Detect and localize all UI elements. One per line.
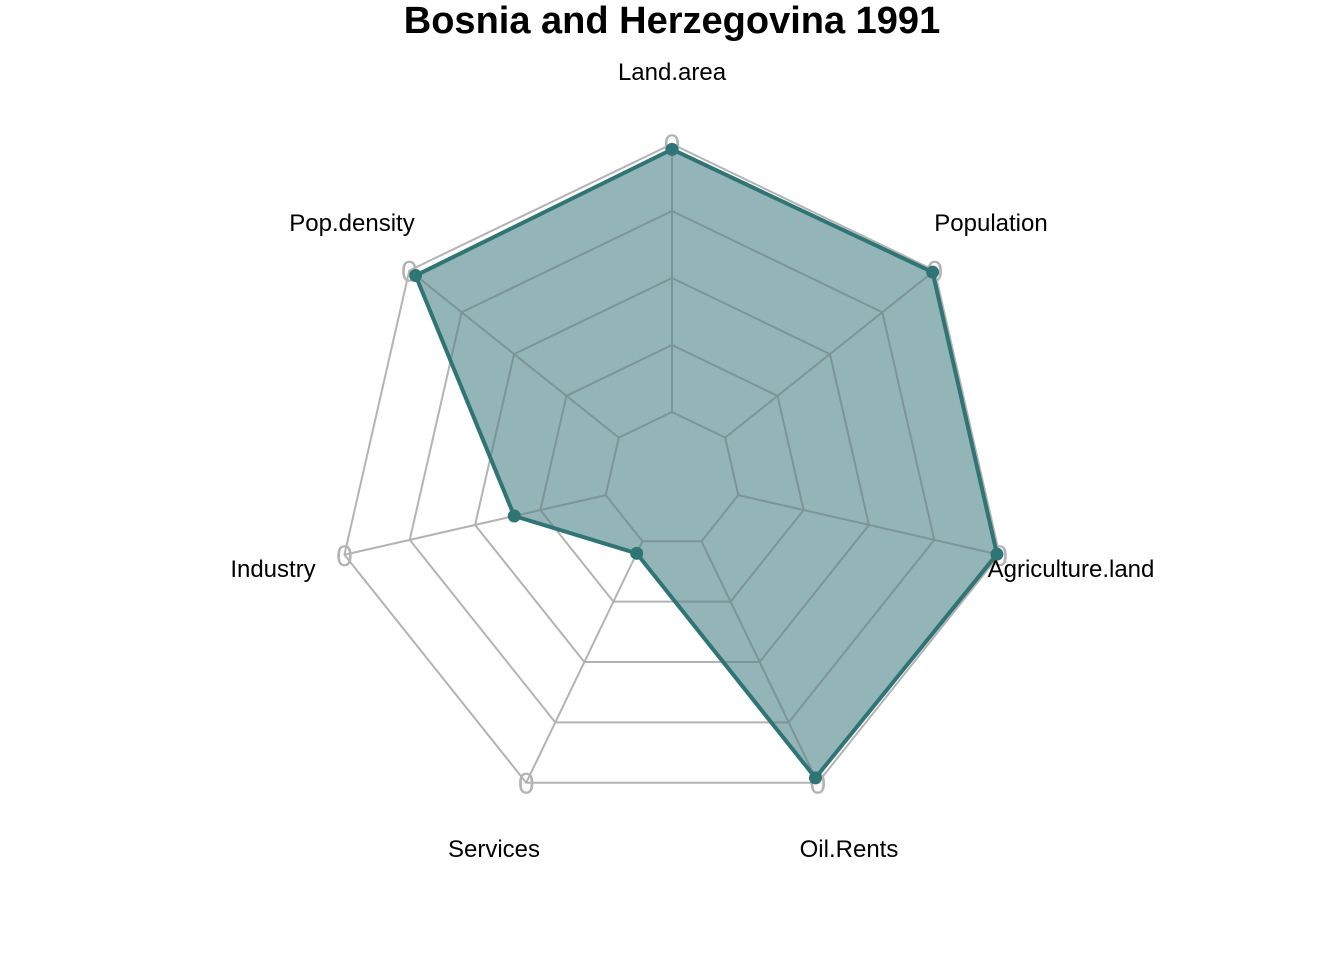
series-layer	[409, 142, 1004, 785]
axis-label-population: Population	[934, 210, 1047, 237]
grid-ring-overlay	[604, 410, 740, 543]
data-point-population	[926, 265, 940, 279]
axis-label-land-area: Land.area	[618, 59, 727, 86]
axis-label-agriculture-land: Agriculture.land	[988, 556, 1155, 583]
axis-spoke-overlay	[700, 540, 819, 778]
grid-ring	[343, 142, 1001, 784]
data-point-services	[630, 546, 644, 560]
series-line	[413, 147, 999, 780]
axis-end-marker: 0	[518, 768, 535, 801]
data-point-pop-density	[409, 269, 423, 283]
data-point-oil-rents	[808, 771, 822, 785]
data-point-land-area	[665, 142, 679, 156]
series-area	[415, 149, 997, 778]
axis-spoke-overlay	[738, 494, 997, 556]
axis-spoke-overlay	[415, 269, 620, 439]
axis-labels: Land.area Population Agriculture.land Oil.R…	[230, 59, 1154, 863]
axis-label-pop-density: Pop.density	[289, 210, 414, 237]
axis-label-industry: Industry	[230, 556, 315, 583]
axis-end-marker: 0	[336, 540, 353, 573]
chart-title: Bosnia and Herzegovina 1991	[404, 0, 940, 42]
axis-spoke	[525, 540, 644, 784]
data-point-agriculture-land	[990, 547, 1004, 561]
axis-label-services: Services	[448, 836, 540, 863]
data-point-industry	[507, 509, 521, 523]
axis-label-oil-rents: Oil.Rents	[800, 836, 899, 863]
axis-spoke-overlay	[724, 269, 936, 439]
